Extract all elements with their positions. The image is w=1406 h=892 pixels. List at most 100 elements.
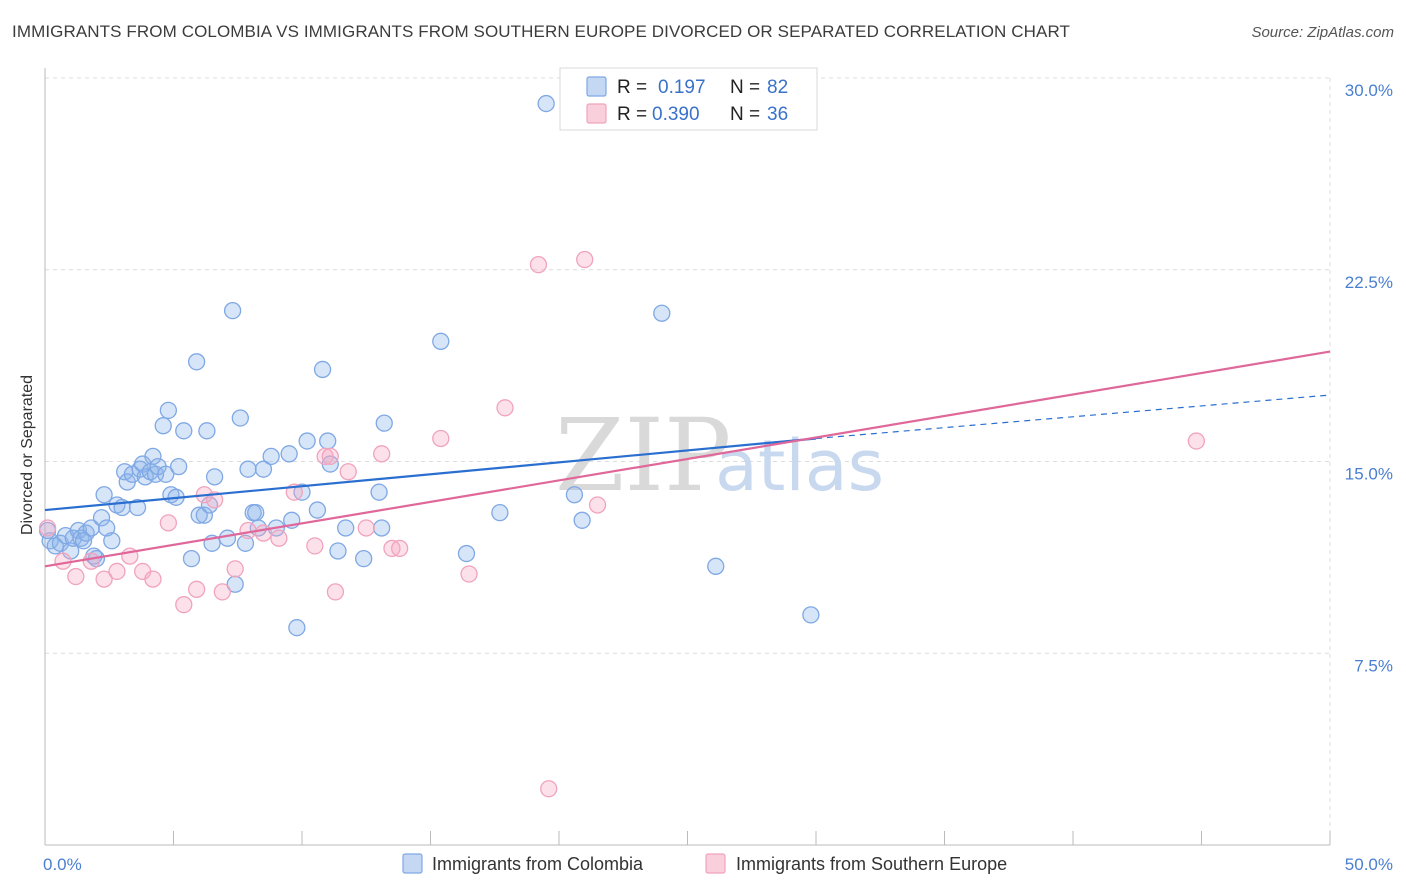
data-point-colombia [175,422,193,440]
x-tick-label: 50.0% [1345,855,1393,874]
data-point-southern-europe [254,524,273,542]
watermark: ZIP atlas [555,397,884,514]
data-point-colombia [802,606,820,624]
data-point-southern-europe [576,250,594,269]
data-point-colombia [262,447,280,466]
data-point-southern-europe [82,552,100,570]
x-tick-label: 0.0% [43,855,82,874]
data-point-colombia [355,550,373,568]
data-point-colombia [157,465,175,483]
data-point-colombia [182,550,201,568]
series-southern-europe-points [38,250,1206,798]
data-point-southern-europe [226,560,244,578]
data-point-southern-europe [432,429,450,448]
legend-r-value-2: 0.390 [652,104,700,125]
data-point-southern-europe [339,463,357,481]
legend-n-value-2: 36 [767,104,788,125]
watermark-atlas: atlas [715,425,884,507]
data-point-southern-europe [496,399,514,417]
data-point-colombia [74,532,93,550]
series-legend: Immigrants from Colombia Immigrants from… [402,853,1007,874]
data-point-colombia [313,360,332,379]
data-point-colombia [169,457,188,476]
data-point-colombia [136,468,154,486]
data-point-colombia [195,506,213,524]
trend-line-southern-europe [44,350,1331,568]
data-point-colombia [187,353,206,371]
data-point-colombia [236,534,255,552]
data-point-southern-europe [316,447,334,466]
data-point-colombia [653,304,671,322]
data-point-colombia [491,503,509,522]
x-tick-labels: 0.0% 50.0% [43,855,1393,874]
data-point-southern-europe [588,496,607,514]
data-point-colombia [95,486,113,504]
legend-swatch-colombia [586,76,607,97]
data-point-colombia [200,496,219,514]
data-point-southern-europe [529,255,548,274]
data-point-colombia [308,501,327,519]
data-point-colombia [329,542,347,560]
data-point-colombia [92,509,111,527]
data-point-colombia [319,432,337,450]
legend-r-label-1: R = [617,77,647,98]
y-axis-label: Divorced or Separated [19,375,36,535]
data-point-colombia [190,506,208,524]
data-point-southern-europe [175,596,193,614]
data-point-southern-europe [326,583,345,601]
data-point-colombia [457,544,476,563]
data-point-colombia [565,486,584,504]
series-colombia-points [38,94,820,637]
data-point-colombia [707,557,725,575]
y-tick-label: 30.0% [1345,81,1393,100]
axes [44,68,1331,846]
data-point-southern-europe [159,514,178,532]
data-point-colombia [247,503,265,522]
data-point-southern-europe [373,445,391,463]
data-point-colombia [298,432,316,450]
data-point-southern-europe [54,552,72,570]
trend-lines [44,350,1331,568]
data-point-southern-europe [306,537,324,555]
trend-line-colombia [44,437,817,512]
data-point-colombia [159,401,178,420]
data-point-colombia [375,414,393,432]
data-point-colombia [154,417,172,435]
data-point-colombia [231,409,249,427]
y-tick-labels: 7.5% 15.0% 22.5% 30.0% [1345,81,1393,675]
y-tick-label: 22.5% [1345,273,1393,292]
data-point-colombia [254,460,273,478]
data-point-colombia [41,532,59,550]
data-point-colombia [537,94,555,113]
data-point-colombia [288,619,306,637]
data-point-colombia [198,422,216,440]
data-point-colombia [370,483,388,501]
data-point-southern-europe [321,447,339,466]
data-point-southern-europe [95,570,113,588]
chart-title: IMMIGRANTS FROM COLOMBIA VS IMMIGRANTS F… [12,22,1071,41]
legend-r-label-2: R = [617,104,647,125]
data-point-colombia [103,532,121,550]
data-point-colombia [98,519,116,537]
data-point-colombia [239,460,257,478]
data-point-colombia [223,302,242,320]
data-point-southern-europe [391,539,409,558]
bottom-legend-label-colombia: Immigrants from Colombia [432,854,644,874]
y-tick-label: 15.0% [1345,465,1393,484]
data-point-southern-europe [108,562,126,581]
y-tick-label: 7.5% [1354,656,1393,675]
data-point-southern-europe [205,491,224,509]
data-point-colombia [144,447,162,466]
data-point-southern-europe [144,570,162,588]
legend-n-value-1: 82 [767,77,788,98]
data-point-southern-europe [38,519,57,537]
data-point-southern-europe [540,780,558,798]
data-point-southern-europe [357,519,375,537]
data-point-colombia [432,332,450,350]
correlation-legend: R = 0.197 N = 82 R = 0.390 N = 36 [559,67,818,131]
data-point-colombia [573,511,591,529]
source-credit: Source: ZipAtlas.com [1251,24,1394,41]
data-point-colombia [280,445,298,463]
data-point-southern-europe [213,583,231,601]
